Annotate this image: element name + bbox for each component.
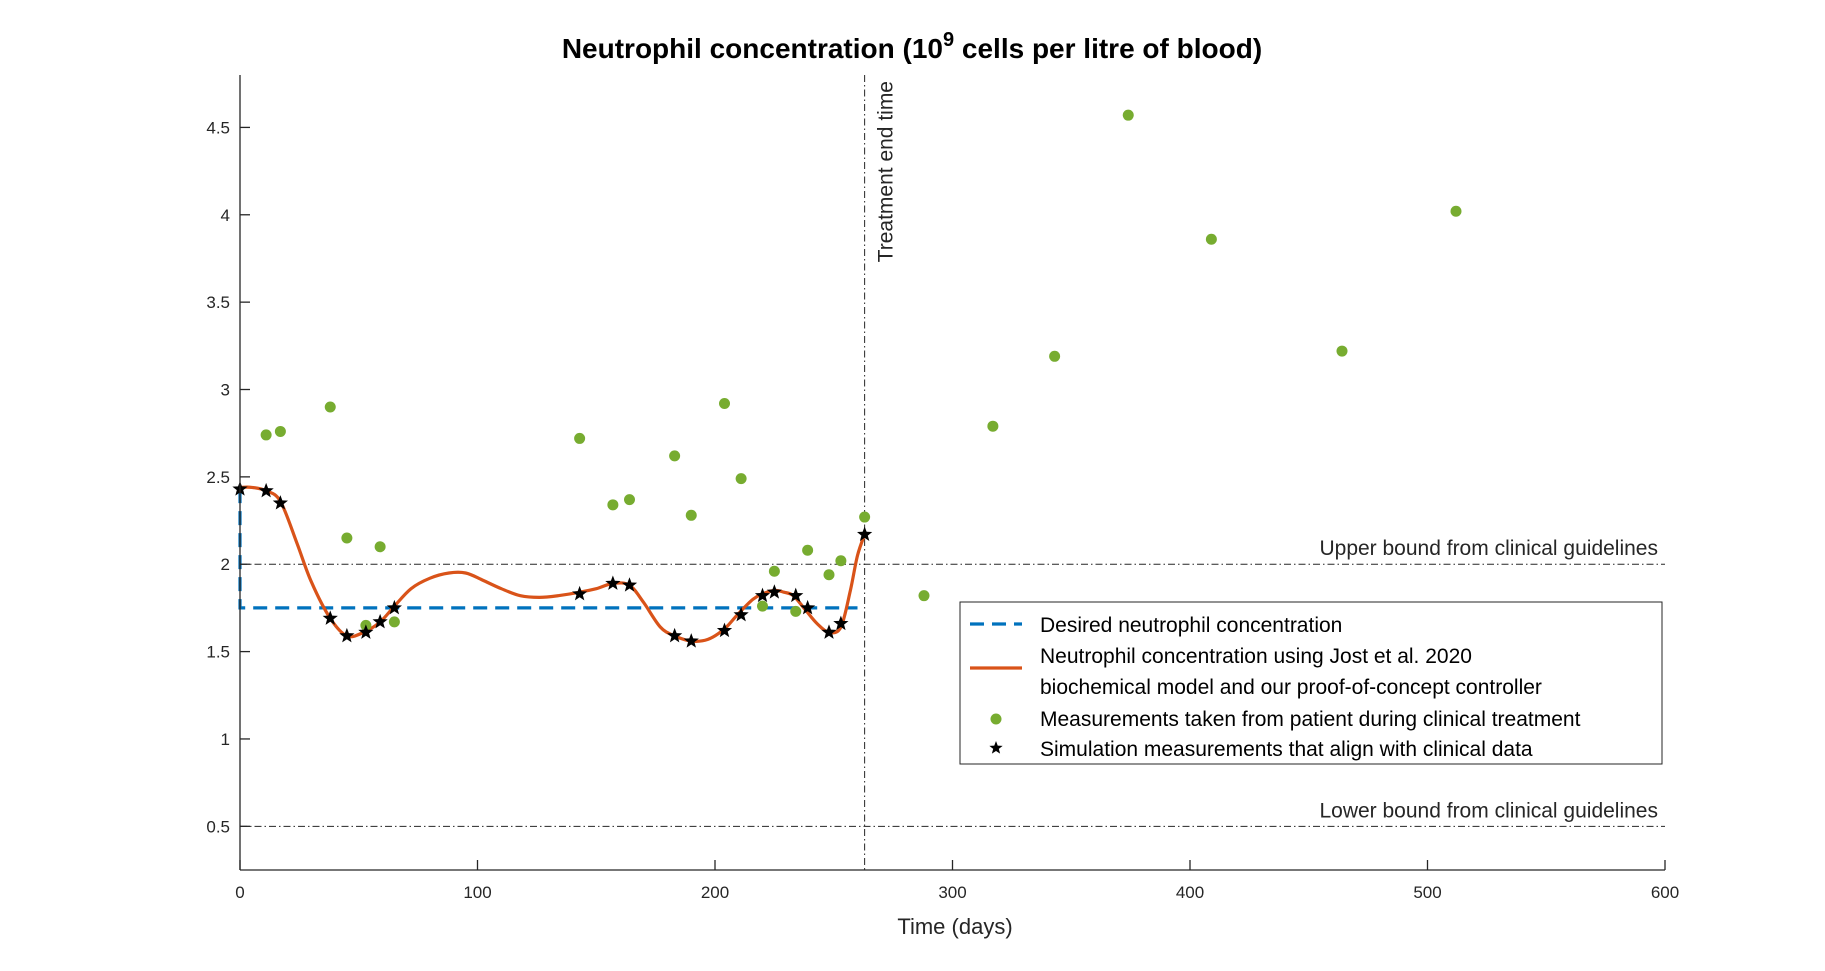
- simulation-point: [788, 587, 804, 603]
- measurement-point: [735, 473, 747, 485]
- legend-label-model-line2: biochemical model and our proof-of-conce…: [1040, 676, 1542, 699]
- measurement-point: [685, 509, 697, 521]
- upper-bound-label: Upper bound from clinical guidelines: [1319, 537, 1658, 560]
- simulation-point: [754, 587, 771, 603]
- simulation-point: [733, 606, 749, 622]
- measurement-point: [574, 432, 586, 444]
- measurement-point: [790, 605, 802, 617]
- measurement-point: [1205, 233, 1217, 245]
- legend-label-simulation: Simulation measurements that align with …: [1040, 738, 1533, 761]
- measurement-point: [1450, 205, 1462, 217]
- y-tick-label: 0.5: [206, 817, 230, 836]
- legend: Desired neutrophil concentration Neutroph…: [959, 601, 1663, 765]
- measurement-point: [260, 429, 272, 441]
- simulation-point: [857, 526, 873, 541]
- measurement-point: [1049, 350, 1061, 362]
- measurement-point: [768, 565, 780, 577]
- simulation-point: [766, 584, 782, 599]
- y-tick-label: 2: [221, 555, 230, 574]
- reference-lines: [240, 75, 1665, 870]
- annotations: Upper bound from clinical guidelines Lowe…: [875, 81, 1658, 822]
- measurement-point: [374, 541, 386, 553]
- measurement-point: [669, 450, 681, 462]
- legend-swatch-measurements: [990, 713, 1002, 725]
- axes: 0 100 200 300 400 500 600 0.5 1 1.5 2 2.5 3 3.5 4 4.5: [206, 75, 1679, 902]
- simulation-point: [683, 633, 699, 648]
- legend-label-desired: Desired neutrophil concentration: [1040, 614, 1342, 637]
- measurement-point: [802, 544, 814, 556]
- simulation-point: [258, 482, 274, 498]
- measurement-point: [859, 511, 871, 523]
- simulation-point: [621, 577, 638, 592]
- x-tick-label: 600: [1651, 883, 1679, 902]
- y-tick-label: 3: [221, 381, 230, 400]
- x-tick-label: 400: [1176, 883, 1204, 902]
- lower-bound-label: Lower bound from clinical guidelines: [1319, 799, 1658, 822]
- measurement-point: [918, 590, 930, 602]
- simulation-point: [358, 624, 374, 639]
- simulation-point: [605, 575, 621, 590]
- measurement-point: [624, 494, 635, 506]
- legend-box: [959, 601, 1663, 765]
- y-tick-label: 2.5: [206, 468, 230, 487]
- measurement-point: [823, 569, 835, 581]
- simulation-point: [386, 599, 402, 615]
- y-tick-label: 1.5: [206, 643, 230, 662]
- simulation-point: [800, 599, 816, 615]
- simulation-point: [821, 624, 837, 639]
- desired-concentration-line: [238, 489, 858, 610]
- series-layer: [232, 109, 1462, 648]
- simulation-point: [667, 627, 683, 643]
- measurement-point: [1122, 109, 1134, 121]
- legend-swatch-simulation: [989, 741, 1003, 754]
- measurement-point: [1336, 345, 1348, 357]
- chart-title: Neutrophil concentration (109 cells per …: [562, 29, 1262, 64]
- measurement-point: [835, 555, 847, 567]
- simulation-point: [833, 615, 849, 631]
- measurement-point: [757, 600, 768, 612]
- simulation-point: [716, 622, 733, 638]
- y-tick-label: 4: [221, 206, 230, 225]
- legend-label-measurements: Measurements taken from patient during c…: [1040, 708, 1581, 731]
- simulation-point: [372, 613, 388, 629]
- simulation-point: [272, 495, 288, 510]
- legend-label-model-line1: Neutrophil concentration using Jost et a…: [1040, 645, 1472, 668]
- x-tick-label: 300: [938, 883, 966, 902]
- measurement-point: [341, 532, 353, 544]
- measurement-point: [719, 397, 730, 409]
- y-tick-label: 3.5: [206, 293, 230, 312]
- measurement-point: [388, 616, 400, 628]
- y-tick-label: 1: [221, 730, 230, 749]
- simulation-point: [572, 585, 588, 601]
- measurement-point: [987, 420, 999, 432]
- x-tick-label: 0: [235, 883, 244, 902]
- simulation-point: [339, 627, 355, 643]
- measurement-point: [607, 499, 619, 511]
- y-tick-label: 4.5: [206, 118, 230, 137]
- simulation-point: [322, 610, 338, 625]
- x-tick-label: 200: [701, 883, 729, 902]
- x-tick-label: 500: [1413, 883, 1441, 902]
- measurement-point: [324, 401, 336, 413]
- measurement-point: [274, 425, 286, 437]
- x-tick-label: 100: [463, 883, 491, 902]
- x-axis-label: Time (days): [897, 914, 1012, 939]
- treatment-end-label: Treatment end time: [875, 81, 898, 262]
